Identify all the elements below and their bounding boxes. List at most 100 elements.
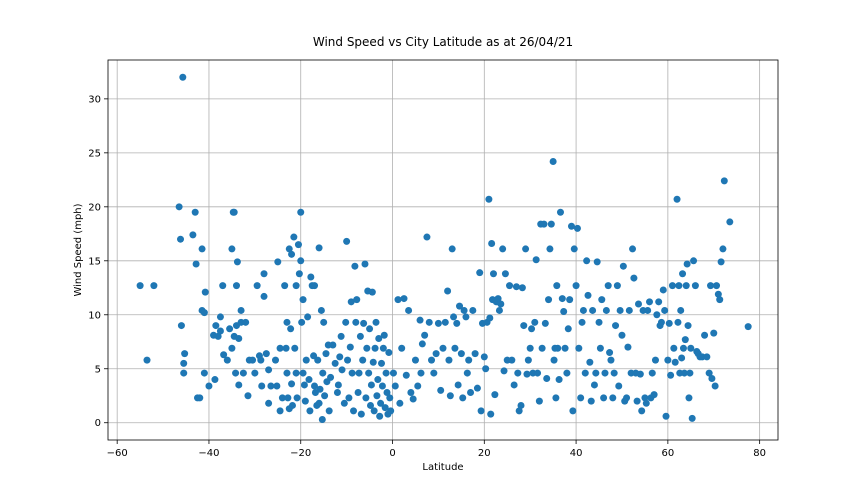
data-point bbox=[680, 369, 688, 377]
data-point bbox=[262, 350, 270, 358]
data-point bbox=[543, 374, 551, 382]
data-point bbox=[701, 331, 709, 339]
data-point bbox=[570, 245, 578, 253]
data-point bbox=[500, 367, 508, 375]
data-point bbox=[343, 237, 351, 245]
data-point bbox=[321, 392, 329, 400]
data-point bbox=[638, 407, 646, 415]
data-point bbox=[407, 389, 415, 396]
data-point bbox=[292, 369, 300, 377]
data-point bbox=[136, 282, 144, 290]
data-point bbox=[630, 274, 638, 282]
data-point bbox=[244, 392, 252, 400]
y-tick-label: 30 bbox=[88, 94, 101, 105]
data-point bbox=[459, 394, 467, 402]
data-point bbox=[439, 344, 447, 352]
data-point bbox=[485, 195, 493, 203]
y-axis-label: Wind Speed (mph) bbox=[73, 203, 84, 296]
data-point bbox=[618, 331, 626, 339]
data-point bbox=[682, 282, 690, 290]
data-point bbox=[625, 306, 633, 314]
data-point bbox=[642, 399, 650, 407]
data-point bbox=[317, 306, 325, 314]
data-point bbox=[532, 256, 540, 264]
data-point bbox=[362, 394, 370, 402]
data-point bbox=[298, 318, 306, 326]
data-point bbox=[278, 394, 286, 402]
data-point bbox=[512, 283, 520, 291]
data-point bbox=[453, 319, 461, 327]
data-point bbox=[315, 399, 323, 407]
data-point bbox=[276, 407, 284, 415]
data-point bbox=[613, 282, 621, 290]
data-point bbox=[305, 376, 313, 384]
data-point bbox=[177, 235, 185, 243]
data-point bbox=[179, 73, 187, 81]
data-point bbox=[338, 366, 346, 374]
data-point bbox=[688, 414, 696, 422]
data-point bbox=[524, 356, 532, 364]
data-point bbox=[612, 322, 620, 330]
data-point bbox=[531, 318, 539, 326]
data-point bbox=[411, 356, 419, 364]
x-axis-label: Latitude bbox=[422, 462, 463, 473]
data-point bbox=[379, 344, 387, 352]
data-point bbox=[547, 220, 555, 228]
data-point bbox=[214, 332, 222, 340]
data-point bbox=[418, 340, 426, 348]
data-point bbox=[353, 296, 361, 304]
data-point bbox=[367, 381, 375, 389]
data-point bbox=[523, 370, 531, 378]
data-point bbox=[586, 358, 594, 366]
data-point bbox=[272, 356, 279, 364]
y-tick-label: 20 bbox=[88, 202, 101, 213]
data-point bbox=[242, 318, 250, 326]
data-point bbox=[634, 300, 642, 308]
data-point bbox=[655, 298, 663, 306]
data-point bbox=[535, 397, 543, 405]
data-point bbox=[265, 399, 273, 407]
data-point bbox=[273, 382, 281, 390]
data-point bbox=[297, 257, 305, 265]
data-point bbox=[423, 233, 431, 241]
data-point bbox=[295, 270, 303, 278]
data-point bbox=[720, 177, 728, 185]
data-point bbox=[425, 318, 433, 326]
x-tick-label: 60 bbox=[661, 448, 674, 459]
data-point bbox=[311, 382, 319, 390]
data-point bbox=[400, 295, 408, 303]
data-point bbox=[491, 391, 499, 399]
data-point bbox=[304, 313, 312, 321]
data-point bbox=[337, 332, 345, 340]
data-point bbox=[670, 344, 678, 352]
data-point bbox=[394, 296, 402, 304]
data-point bbox=[290, 233, 298, 241]
data-point bbox=[488, 240, 496, 248]
data-point bbox=[322, 350, 330, 358]
data-point bbox=[201, 288, 209, 296]
data-point bbox=[351, 262, 359, 270]
data-point bbox=[686, 369, 694, 377]
data-point bbox=[641, 394, 649, 402]
data-point bbox=[180, 359, 188, 367]
data-point bbox=[220, 351, 228, 359]
y-tick-label: 15 bbox=[88, 256, 101, 267]
data-point bbox=[494, 295, 502, 303]
data-point bbox=[552, 394, 560, 402]
data-point bbox=[514, 369, 522, 377]
data-point bbox=[677, 306, 685, 314]
data-point bbox=[402, 371, 410, 379]
data-point bbox=[370, 407, 378, 415]
data-point bbox=[258, 382, 266, 390]
data-point bbox=[564, 325, 572, 333]
data-point bbox=[595, 318, 603, 326]
data-point bbox=[558, 295, 566, 303]
data-point bbox=[554, 344, 562, 352]
data-point bbox=[363, 344, 371, 352]
data-point bbox=[522, 245, 530, 253]
data-point bbox=[462, 313, 470, 321]
data-point bbox=[282, 344, 290, 352]
data-point bbox=[463, 369, 471, 377]
data-point bbox=[589, 306, 597, 314]
